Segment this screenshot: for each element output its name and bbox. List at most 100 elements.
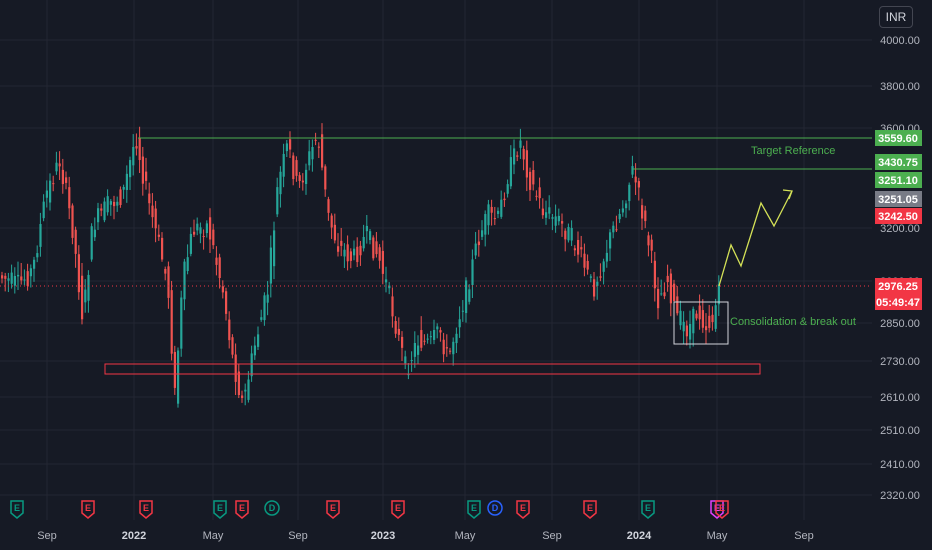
candle-body: [17, 274, 20, 277]
candle-body: [359, 245, 362, 256]
price-tags: 3559.60 3430.75 3251.10 3251.05 3242.50 2976.…: [875, 130, 922, 310]
candle-body: [317, 146, 320, 148]
candle-body: [471, 259, 474, 285]
consolidation-label: Consolidation & break out: [730, 316, 856, 328]
candle-body: [529, 171, 532, 190]
candle-body: [199, 227, 202, 234]
candle-body: [679, 310, 682, 326]
candle-body: [122, 186, 125, 190]
candle-body: [234, 354, 237, 382]
candle-body: [689, 323, 692, 340]
candle-body: [423, 340, 426, 342]
candle-body: [666, 275, 669, 283]
candle-body: [593, 279, 596, 297]
earnings-event-icon[interactable]: [391, 500, 405, 519]
candle-body: [241, 395, 244, 398]
candle-body: [93, 229, 96, 238]
candle-body: [561, 221, 564, 224]
earnings-event-icon[interactable]: [10, 500, 24, 519]
price-tag-label: 2976.25: [878, 281, 918, 293]
candle-body: [407, 374, 410, 376]
price-tick-label: 2510.00: [880, 425, 920, 437]
candle-body: [532, 170, 535, 185]
candle-body: [237, 371, 240, 396]
event-letter: E: [587, 503, 593, 513]
earnings-event-icon[interactable]: [213, 500, 227, 519]
candle-body: [685, 325, 688, 337]
support-zone-box[interactable]: [104, 363, 761, 375]
candle-body: [109, 201, 112, 205]
event-letter: E: [85, 503, 91, 513]
candle-body: [541, 208, 544, 216]
candle-body: [154, 208, 157, 229]
candle-body: [311, 146, 314, 160]
earnings-event-icon[interactable]: [583, 500, 597, 519]
candle-body: [490, 206, 493, 213]
earnings-event-icon[interactable]: [467, 500, 481, 519]
candle-body: [452, 341, 455, 355]
candle-body: [321, 134, 324, 168]
candle-body: [586, 260, 589, 270]
candle-body: [145, 171, 148, 181]
earnings-event-icon[interactable]: [516, 500, 530, 519]
earnings-event-icon[interactable]: [641, 500, 655, 519]
candle-body: [570, 227, 573, 241]
candle-body: [266, 294, 269, 303]
candle-body: [314, 139, 317, 141]
earnings-event-icon[interactable]: [81, 500, 95, 519]
price-tick-label: 2610.00: [880, 392, 920, 404]
price-tag-bg: [875, 191, 922, 207]
candle-body: [465, 280, 468, 314]
candle-body: [564, 230, 567, 240]
candle-body: [605, 252, 608, 262]
candle-body: [269, 247, 272, 284]
candle-body: [113, 201, 116, 207]
candle-body: [81, 275, 84, 320]
earnings-event-icon[interactable]: [235, 500, 249, 519]
events-row: E E E E E D E E E D E E E EE: [10, 500, 729, 519]
candle-body: [221, 286, 224, 293]
candle-body: [77, 254, 80, 293]
candle-body: [209, 217, 212, 240]
candle-body: [372, 237, 375, 259]
time-tick-label: Sep: [794, 530, 814, 542]
candle-body: [68, 187, 71, 209]
price-axis[interactable]: 4000.003800.003600.003200.003000.002850.…: [880, 35, 920, 502]
candle-body: [327, 199, 330, 213]
event-letter: D: [492, 503, 499, 513]
candle-body: [497, 210, 500, 214]
candlestick-series: [1, 123, 720, 408]
candle-body: [10, 272, 13, 284]
candle-body: [644, 210, 647, 222]
candle-body: [701, 310, 704, 328]
candle-body: [301, 180, 304, 183]
candle-body: [157, 234, 160, 237]
earnings-event-icon[interactable]: [326, 500, 340, 519]
price-tick-label: 3200.00: [880, 223, 920, 235]
price-tag-bg: [875, 208, 922, 224]
candle-body: [23, 279, 26, 281]
candle-body: [61, 169, 64, 185]
consolidation-box[interactable]: [673, 301, 729, 345]
candle-body: [615, 229, 618, 231]
dividend-event-icon[interactable]: [487, 500, 503, 516]
candle-body: [417, 345, 420, 355]
currency-button[interactable]: INR: [879, 6, 913, 28]
candle-body: [618, 213, 621, 220]
event-letter: D: [269, 503, 276, 513]
earnings-event-icon[interactable]: [139, 500, 153, 519]
candle-body: [625, 203, 628, 209]
candle-body: [429, 336, 432, 338]
candle-body: [663, 292, 666, 297]
candle-body: [369, 231, 372, 241]
event-letter: E: [719, 503, 725, 513]
earnings-event-icon[interactable]: [715, 500, 729, 519]
event-letter: E: [395, 503, 401, 513]
projection-path[interactable]: [718, 190, 793, 287]
candle-body: [477, 241, 480, 246]
candle-body: [381, 250, 384, 274]
candle-body: [410, 359, 413, 361]
time-axis[interactable]: Sep 2022 May Sep 2023 May Sep 2024 May Sep: [37, 530, 814, 542]
dividend-event-icon[interactable]: [264, 500, 280, 516]
